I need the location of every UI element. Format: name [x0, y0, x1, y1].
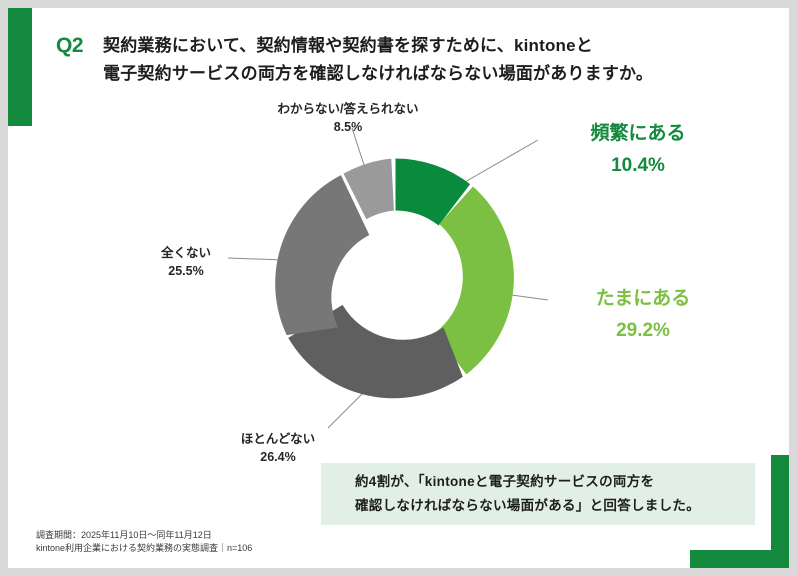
- footer-survey-period: 調査期間：2025年11月10日〜同年11月12日: [36, 530, 212, 540]
- label-rare: ほとんどない 26.4%: [223, 430, 333, 466]
- slide-header: Q2 契約業務において、契約情報や契約書を探すために、kintoneと 電子契約…: [56, 32, 756, 88]
- label-none-name: 全くない: [160, 246, 211, 260]
- label-none: 全くない 25.5%: [138, 244, 234, 280]
- label-often-name: 頻繁にある: [590, 123, 686, 144]
- donut-slice-often: [395, 158, 471, 226]
- footer: 調査期間：2025年11月10日〜同年11月12日 kintone利用企業におけ…: [36, 529, 252, 555]
- donut-slice-sometimes: [435, 186, 514, 375]
- label-unknown: わからない/答えられない 8.5%: [273, 100, 423, 136]
- label-rare-name: ほとんどない: [240, 432, 316, 446]
- footer-survey-source: kintone利用企業における契約業務の実態調査｜n=106: [36, 543, 253, 553]
- label-sometimes-pct: 29.2%: [616, 320, 670, 341]
- summary-callout: 約4割が、「kintoneと電子契約サービスの両方を 確認しなければならない場面…: [321, 463, 755, 525]
- label-unknown-pct: 8.5%: [333, 120, 363, 134]
- label-sometimes-name: たまにある: [595, 288, 691, 309]
- accent-bar-left: [8, 8, 32, 126]
- donut-svg: [275, 158, 514, 399]
- label-often: 頻繁にある 10.4%: [548, 118, 728, 182]
- donut-chart: [263, 148, 528, 413]
- label-sometimes: たまにある 29.2%: [553, 283, 733, 347]
- donut-slice-none: [275, 175, 370, 336]
- label-often-pct: 10.4%: [611, 155, 665, 176]
- accent-bar-bottom: [690, 550, 789, 568]
- question-number: Q2: [56, 34, 84, 57]
- accent-bar-right: [771, 455, 789, 568]
- label-rare-pct: 26.4%: [260, 450, 296, 464]
- label-unknown-name: わからない/答えられない: [277, 102, 419, 116]
- donut-slice-unknown: [343, 158, 394, 220]
- summary-callout-text: 約4割が、「kintoneと電子契約サービスの両方を 確認しなければならない場面…: [355, 474, 700, 513]
- label-none-pct: 25.5%: [168, 264, 204, 278]
- slide: Q2 契約業務において、契約情報や契約書を探すために、kintoneと 電子契約…: [8, 8, 789, 568]
- question-text: 契約業務において、契約情報や契約書を探すために、kintoneと 電子契約サービ…: [103, 36, 654, 83]
